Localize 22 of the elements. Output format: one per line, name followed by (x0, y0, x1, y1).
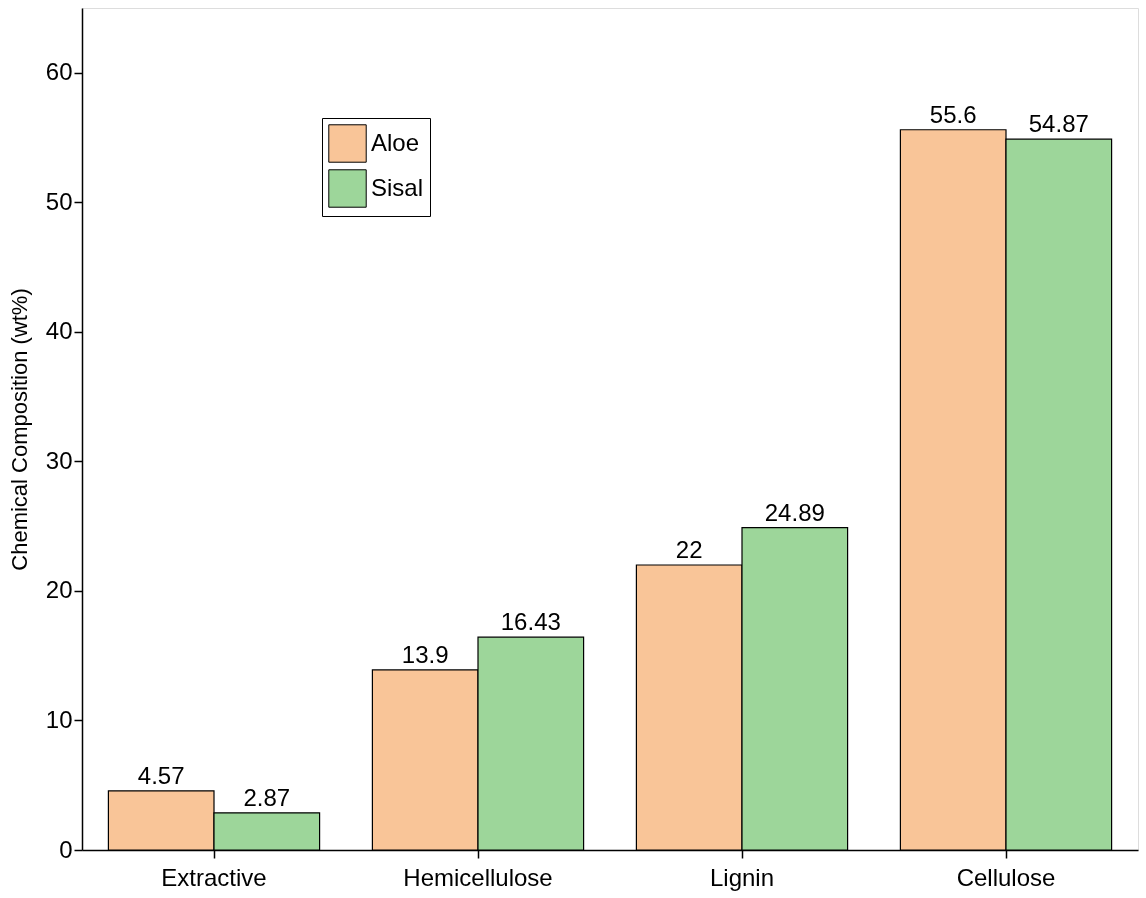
data-label: 13.9 (401, 640, 449, 668)
legend-label: Sisal (371, 173, 424, 201)
x-tick-label: Hemicellulose (403, 863, 553, 891)
data-label: 2.87 (243, 783, 291, 811)
data-label: 55.6 (929, 100, 977, 128)
y-tick-label: 10 (45, 705, 73, 733)
y-tick-label: 20 (45, 576, 73, 604)
legend-label: Aloe (371, 128, 420, 156)
y-tick-label: 50 (45, 187, 73, 215)
y-tick-label: 30 (45, 446, 73, 474)
x-tick-label: Cellulose (956, 863, 1056, 891)
y-tick-label: 60 (45, 58, 73, 86)
y-axis-title: Chemical Composition (wt%) (6, 288, 32, 571)
data-label: 54.87 (1028, 110, 1089, 138)
x-tick-label: Extractive (161, 863, 267, 891)
data-label: 4.57 (137, 761, 185, 789)
x-tick-label: Lignin (709, 863, 775, 891)
y-tick-label: 40 (45, 317, 73, 345)
data-label: 16.43 (500, 608, 561, 636)
y-tick-label: 0 (59, 835, 73, 863)
data-label: 24.89 (764, 498, 825, 526)
data-label: 22 (675, 536, 703, 564)
